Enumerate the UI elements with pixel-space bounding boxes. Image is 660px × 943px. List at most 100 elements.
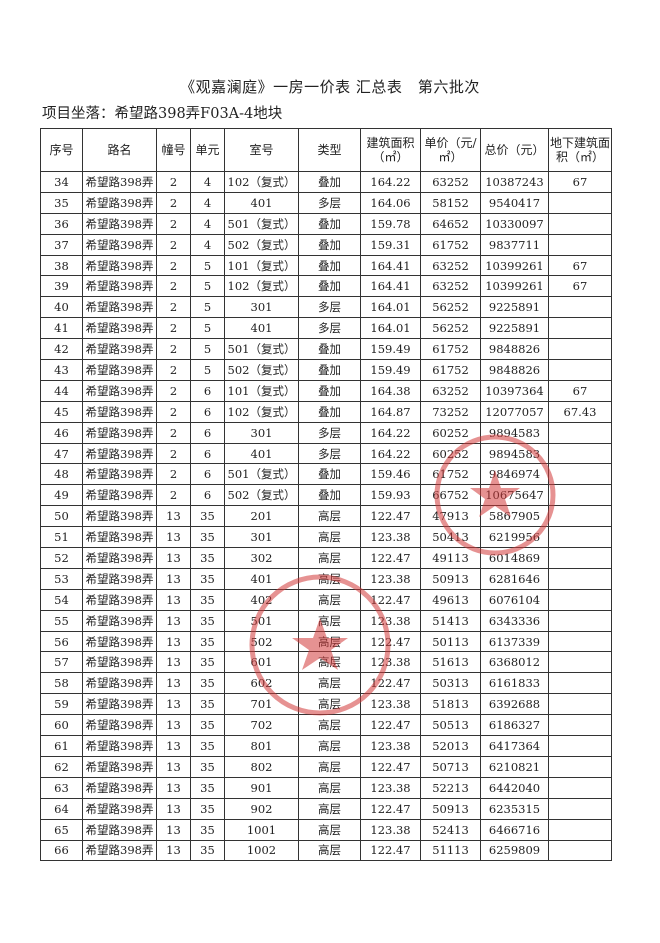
table-cell: 4 [190,212,225,235]
table-cell: 102（复式） [224,275,299,298]
table-cell: 6259809 [480,839,549,862]
table-cell: 164.41 [360,254,421,277]
table-cell: 801 [224,735,299,757]
table-cell: 希望路398弄 [82,400,157,423]
table-cell: 2 [156,463,191,486]
table-cell: 2 [156,421,191,444]
table-cell: 51 [40,526,83,549]
table-cell: 159.49 [360,338,421,361]
table-cell [548,421,612,444]
column-header: 地下建筑面积（㎡） [548,128,612,172]
table-cell: 164.38 [360,379,421,402]
table-cell: 5 [190,275,225,298]
table-cell: 高层 [298,818,361,841]
table-cell: 希望路398弄 [82,526,157,549]
table-cell: 159.31 [360,233,421,256]
table-cell: 902 [224,797,299,820]
table-cell: 6137339 [480,630,549,653]
table-cell: 13 [156,505,191,528]
table-body: 34 希望路398弄 2 4 102（复式） 叠加 164.22 63252 10387243 6… [40,171,612,862]
table-cell: 35 [190,672,225,695]
table-cell: 44 [40,379,83,402]
table-cell: 54 [40,588,83,611]
table-cell: 10387243 [480,171,549,193]
table-cell: 13 [156,588,191,611]
table-cell: 希望路398弄 [82,505,157,528]
table-cell: 希望路398弄 [82,171,157,193]
table-cell: 9848826 [480,338,549,361]
table-row: 62 希望路398弄 13 35 802 高层 122.47 50713 6210821 [40,755,612,778]
table-cell [548,442,612,465]
table-cell: 10330097 [480,212,549,235]
table-cell: 64 [40,797,83,820]
table-cell: 35 [190,776,225,799]
table-cell: 叠加 [298,254,361,277]
table-cell: 4 [190,191,225,214]
table-cell: 63252 [420,379,481,402]
column-header: 单元 [190,128,225,172]
table-cell: 123.38 [360,735,421,757]
table-row: 55 希望路398弄 13 35 501 高层 123.38 51413 6343336 [40,609,612,632]
table-cell: 50 [40,505,83,528]
table-cell: 201 [224,505,299,528]
table-cell: 2 [156,191,191,214]
table-cell: 67.43 [548,400,612,423]
table-cell: 叠加 [298,338,361,361]
table-cell: 13 [156,609,191,632]
table-cell: 501（复式） [224,463,299,486]
table-cell: 51613 [420,651,481,674]
table-row: 65 希望路398弄 13 35 1001 高层 123.38 52413 6466716 [40,818,612,841]
table-cell: 12077057 [480,400,549,423]
table-cell: 希望路398弄 [82,818,157,841]
table-cell: 35 [40,191,83,214]
table-row: 43 希望路398弄 2 5 502（复式） 叠加 159.49 61752 9848826 [40,359,612,381]
table-row: 57 希望路398弄 13 35 601 高层 123.38 51613 6368012 [40,651,612,674]
table-row: 54 希望路398弄 13 35 402 高层 122.47 49613 6076104 [40,588,612,611]
table-cell [548,296,612,319]
table-cell: 122.47 [360,755,421,778]
table-cell [548,484,612,507]
table-cell: 10399261 [480,275,549,298]
table-cell: 35 [190,567,225,590]
table-cell: 40 [40,296,83,319]
table-cell: 122.47 [360,547,421,569]
table-cell: 67 [548,171,612,193]
table-cell: 9848826 [480,359,549,381]
table-cell: 希望路398弄 [82,693,157,716]
table-cell: 49 [40,484,83,507]
table-cell: 高层 [298,588,361,611]
project-location: 项目坐落：希望路398弄F03A-4地块 [42,106,283,122]
table-cell: 4 [190,171,225,193]
table-cell: 13 [156,693,191,716]
table-cell: 35 [190,839,225,862]
price-table: 序号 路名 幢号 单元 室号 类型 建筑面积（㎡） 单价（元/㎡） 总价（元） 地下建筑面积（㎡）… [40,128,612,862]
table-cell: 35 [190,735,225,757]
table-row: 49 希望路398弄 2 6 502（复式） 叠加 159.93 66752 10675647 [40,484,612,507]
table-cell: 13 [156,797,191,820]
table-row: 60 希望路398弄 13 35 702 高层 122.47 50513 6186327 [40,714,612,737]
table-cell: 39 [40,275,83,298]
table-cell: 希望路398弄 [82,254,157,277]
table-cell: 10399261 [480,254,549,277]
table-cell: 164.41 [360,275,421,298]
table-cell: 46 [40,421,83,444]
table-row: 46 希望路398弄 2 6 301 多层 164.22 60252 9894583 [40,421,612,444]
table-cell: 52213 [420,776,481,799]
table-cell: 希望路398弄 [82,484,157,507]
table-cell: 36 [40,212,83,235]
table-cell: 6466716 [480,818,549,841]
table-cell: 101（复式） [224,254,299,277]
table-cell: 希望路398弄 [82,567,157,590]
table-cell: 50113 [420,630,481,653]
table-cell: 9846974 [480,463,549,486]
table-cell: 401 [224,567,299,590]
table-cell: 41 [40,317,83,340]
table-cell: 122.47 [360,630,421,653]
table-row: 64 希望路398弄 13 35 902 高层 122.47 50913 6235315 [40,797,612,820]
table-cell: 2 [156,171,191,193]
table-cell: 35 [190,651,225,674]
table-cell: 164.87 [360,400,421,423]
table-cell: 702 [224,714,299,737]
table-cell: 52013 [420,735,481,757]
table-cell: 102（复式） [224,171,299,193]
